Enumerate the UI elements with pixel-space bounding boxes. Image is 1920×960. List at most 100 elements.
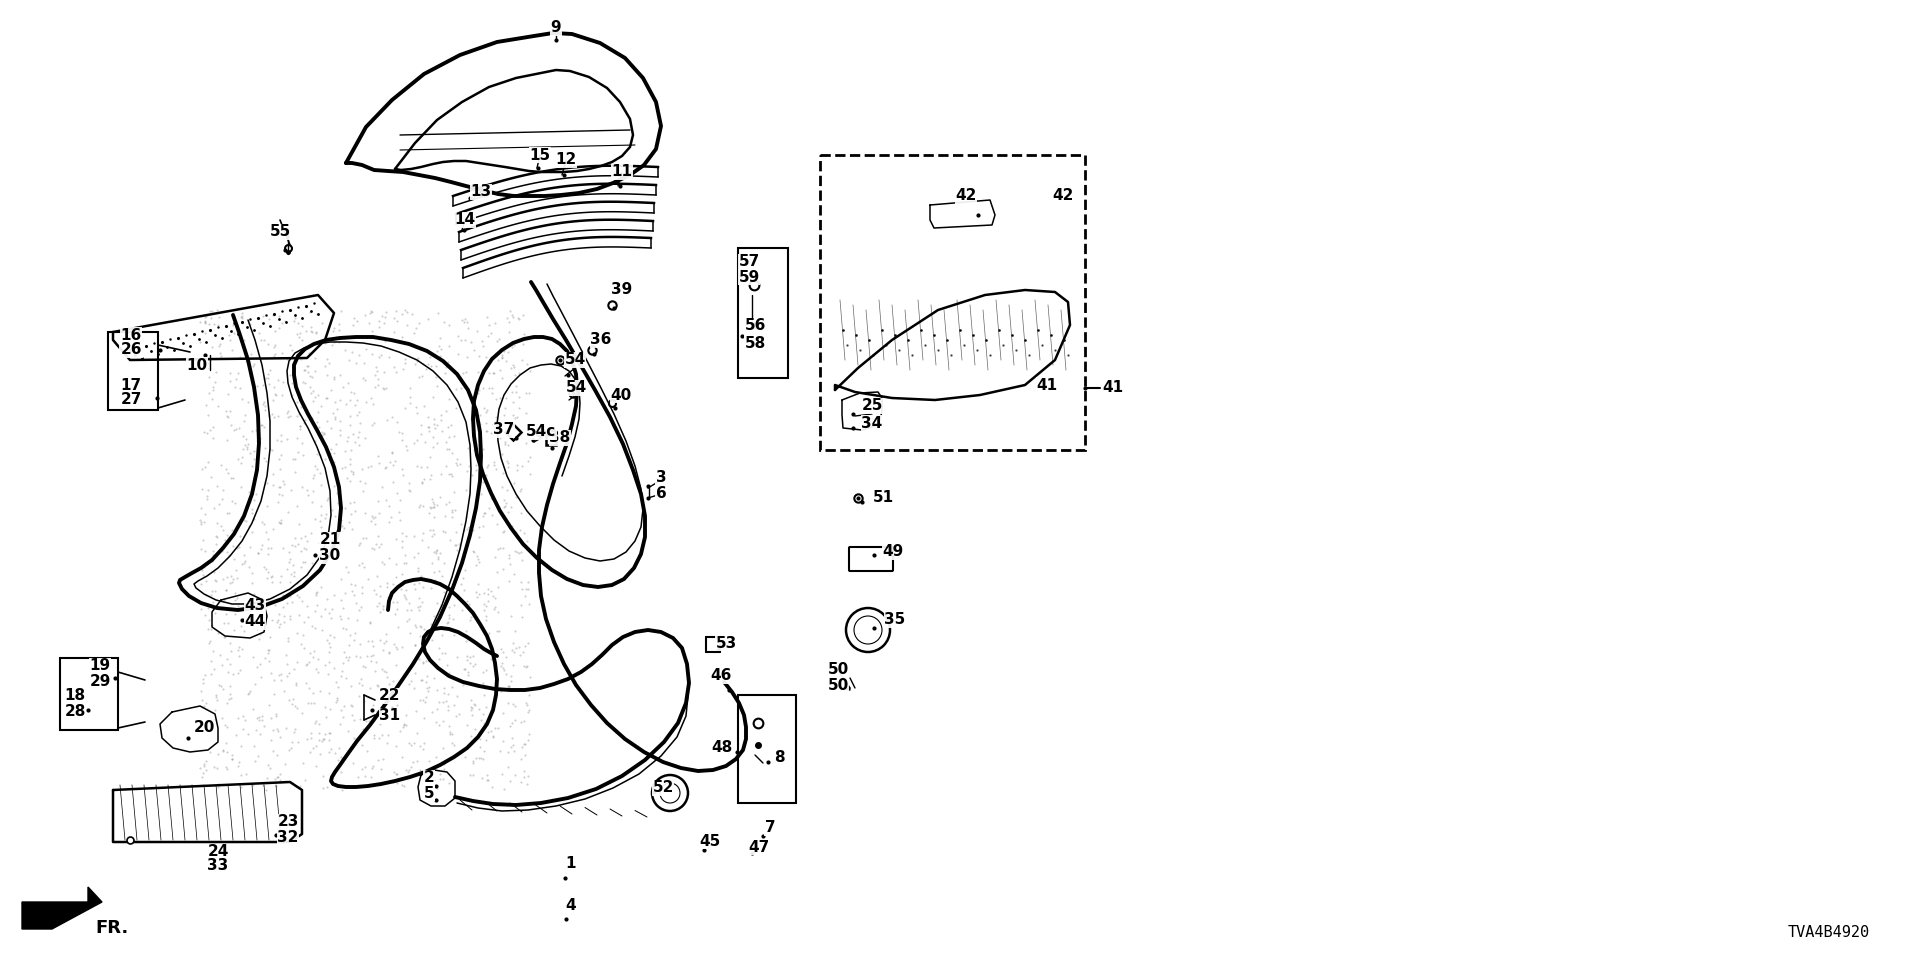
Point [232, 440, 263, 455]
Point [436, 358, 467, 373]
Text: 29: 29 [90, 675, 111, 689]
Point [276, 375, 307, 391]
Point [388, 778, 419, 793]
Point [326, 303, 357, 319]
Point [503, 639, 534, 655]
Point [348, 371, 378, 386]
Point [482, 564, 513, 580]
Point [513, 636, 543, 651]
Point [492, 391, 522, 406]
Point [380, 303, 411, 319]
Point [428, 695, 459, 710]
Point [332, 652, 363, 667]
Point [323, 495, 353, 511]
Point [353, 305, 384, 321]
Point [413, 409, 444, 424]
Point [253, 311, 284, 326]
Point [457, 648, 488, 663]
Point [196, 553, 227, 568]
Point [478, 366, 509, 381]
Point [388, 468, 419, 483]
Point [363, 448, 394, 464]
Point [267, 433, 298, 448]
Point [463, 576, 493, 591]
Point [390, 762, 420, 778]
Point [311, 391, 342, 406]
Point [227, 479, 257, 494]
Point [190, 313, 221, 328]
Point [303, 404, 334, 420]
Point [319, 630, 349, 645]
Point [326, 663, 357, 679]
Point [284, 588, 315, 604]
Point [409, 695, 440, 710]
Point [513, 768, 543, 783]
Point [271, 561, 301, 576]
Point [313, 355, 344, 371]
Point [303, 466, 334, 481]
Point [219, 603, 250, 618]
Point [424, 564, 455, 579]
Point [248, 396, 278, 412]
Point [234, 317, 265, 332]
Point [334, 495, 365, 511]
Point [511, 430, 541, 445]
Point [186, 684, 217, 699]
Point [305, 398, 336, 414]
Point [394, 612, 424, 627]
Point [307, 427, 338, 443]
Point [505, 648, 536, 663]
Point [305, 554, 336, 569]
Point [455, 702, 486, 717]
Point [282, 325, 313, 341]
Point [315, 627, 346, 642]
Point [276, 776, 307, 791]
Point [396, 603, 426, 618]
Point [280, 311, 311, 326]
Point [382, 314, 413, 329]
Point [476, 492, 507, 507]
Point [371, 627, 401, 642]
Point [388, 555, 419, 570]
Point [334, 393, 365, 408]
Point [447, 570, 478, 586]
Point [344, 348, 374, 363]
Point [349, 506, 380, 521]
Point [305, 514, 336, 529]
Point [296, 324, 326, 340]
Point [353, 717, 384, 732]
Point [376, 509, 407, 524]
Point [184, 314, 215, 329]
Point [267, 374, 298, 390]
Point [202, 529, 232, 544]
Point [392, 591, 422, 607]
Point [338, 465, 369, 480]
Point [330, 649, 361, 664]
Point [211, 758, 242, 774]
Point [317, 420, 348, 436]
Point [303, 716, 334, 732]
Point [482, 623, 513, 638]
Point [273, 403, 303, 419]
Point [349, 713, 380, 729]
Point [265, 730, 296, 745]
Point [300, 739, 330, 755]
Point [436, 510, 467, 525]
Point [282, 430, 313, 445]
Point [413, 423, 444, 439]
Point [190, 543, 221, 559]
Point [236, 502, 267, 517]
Point [257, 743, 288, 758]
Point [442, 650, 472, 665]
Point [276, 566, 307, 582]
Point [204, 398, 234, 414]
Point [282, 408, 313, 423]
Point [411, 361, 442, 376]
Point [219, 606, 250, 621]
Point [230, 514, 261, 529]
Point [300, 350, 330, 366]
Point [507, 336, 538, 351]
Point [438, 573, 468, 588]
Point [363, 529, 394, 544]
Point [271, 668, 301, 684]
